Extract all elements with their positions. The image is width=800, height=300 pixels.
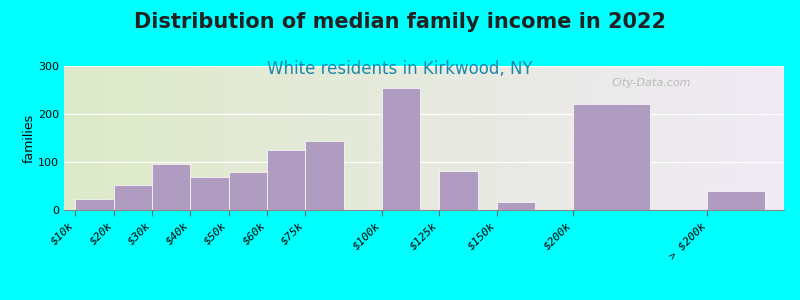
Bar [382, 88, 420, 210]
Text: City-Data.com: City-Data.com [611, 77, 690, 88]
Bar [306, 141, 343, 210]
Bar [497, 202, 535, 210]
Bar [439, 171, 478, 210]
Text: White residents in Kirkwood, NY: White residents in Kirkwood, NY [267, 60, 533, 78]
Bar [229, 172, 267, 210]
Bar [707, 191, 765, 210]
Bar [574, 104, 650, 210]
Bar [267, 150, 306, 210]
Bar [190, 177, 229, 210]
Y-axis label: families: families [22, 113, 35, 163]
Bar [75, 200, 114, 210]
Text: Distribution of median family income in 2022: Distribution of median family income in … [134, 12, 666, 32]
Bar [152, 164, 190, 210]
Bar [114, 185, 152, 210]
